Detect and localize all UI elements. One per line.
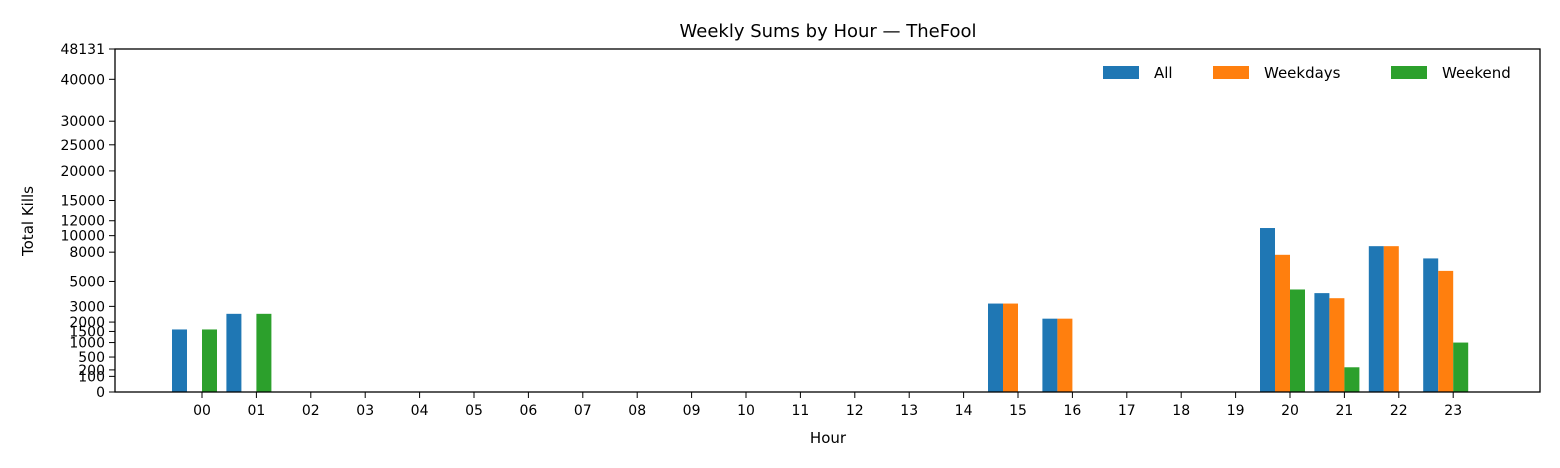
y-tick-label: 10000 bbox=[60, 229, 105, 245]
bar-all-00 bbox=[172, 329, 187, 392]
bar-weekdays-15 bbox=[1003, 303, 1018, 392]
y-tick-label: 40000 bbox=[60, 72, 105, 88]
x-tick-label: 04 bbox=[411, 403, 429, 419]
x-tick-label: 17 bbox=[1118, 403, 1136, 419]
bar-weekdays-16 bbox=[1057, 318, 1073, 392]
x-tick-label: 06 bbox=[519, 403, 537, 419]
y-tick-label: 8000 bbox=[69, 245, 105, 261]
bar-all-20 bbox=[1260, 228, 1275, 392]
bar-all-01 bbox=[226, 313, 242, 392]
legend-label-weekdays: Weekdays bbox=[1264, 64, 1341, 82]
bar-weekend-20 bbox=[1290, 289, 1305, 392]
x-tick-label: 14 bbox=[955, 403, 973, 419]
x-tick-label: 20 bbox=[1281, 403, 1299, 419]
y-axis-label: Total Kills bbox=[19, 186, 37, 257]
bar-weekdays-20 bbox=[1275, 254, 1290, 392]
y-tick-label: 3000 bbox=[69, 299, 105, 315]
x-tick-label: 23 bbox=[1444, 403, 1462, 419]
y-tick-label: 1500 bbox=[69, 324, 105, 340]
legend-swatch-all bbox=[1103, 66, 1139, 79]
y-tick-label: 100 bbox=[78, 369, 105, 385]
legend-swatch-weekdays bbox=[1213, 66, 1249, 79]
bar-all-22 bbox=[1368, 246, 1384, 392]
legend-label-all: All bbox=[1154, 64, 1173, 82]
x-tick-label: 11 bbox=[791, 403, 809, 419]
y-tick-label: 48131 bbox=[60, 42, 105, 58]
y-tick-label: 20000 bbox=[60, 164, 105, 180]
bar-weekdays-21 bbox=[1329, 298, 1345, 392]
x-tick-label: 09 bbox=[683, 403, 701, 419]
bar-weekend-01 bbox=[256, 313, 272, 392]
bar-weekdays-23 bbox=[1438, 270, 1454, 392]
x-tick-label: 00 bbox=[193, 403, 211, 419]
legend-swatch-weekend bbox=[1391, 66, 1427, 79]
bar-weekend-23 bbox=[1453, 342, 1469, 392]
legend: All Weekdays Weekend bbox=[1103, 64, 1511, 82]
x-tick-label: 01 bbox=[247, 403, 265, 419]
y-tick-label: 5000 bbox=[69, 274, 105, 290]
y-tick-label: 0 bbox=[96, 385, 105, 401]
bar-all-16 bbox=[1042, 318, 1058, 392]
y-tick-label: 200 bbox=[78, 363, 105, 379]
chart-title: Weekly Sums by Hour — TheFool bbox=[680, 21, 977, 42]
bar-weekend-00 bbox=[202, 329, 217, 392]
y-tick-label: 30000 bbox=[60, 114, 105, 130]
bar-all-21 bbox=[1314, 293, 1330, 392]
y-tick-label: 25000 bbox=[60, 138, 105, 154]
y-tick-label: 2000 bbox=[69, 315, 105, 331]
x-tick-label: 02 bbox=[302, 403, 320, 419]
x-tick-label: 08 bbox=[628, 403, 646, 419]
x-axis-label: Hour bbox=[810, 429, 847, 447]
x-axis: 00 01 02 03 04 05 06 07 08 09 10 11 12 13 14 15 16 17 18 19… bbox=[193, 392, 1462, 419]
y-tick-label: 500 bbox=[78, 350, 105, 366]
y-tick-label: 1000 bbox=[69, 336, 105, 352]
x-tick-label: 10 bbox=[737, 403, 755, 419]
bar-weekdays-22 bbox=[1383, 246, 1399, 392]
bar-all-15 bbox=[988, 303, 1003, 392]
bars-layer bbox=[172, 228, 1469, 392]
y-tick-label: 15000 bbox=[60, 194, 105, 210]
bar-weekend-21 bbox=[1344, 367, 1360, 392]
x-tick-label: 03 bbox=[356, 403, 374, 419]
x-tick-label: 19 bbox=[1227, 403, 1245, 419]
legend-label-weekend: Weekend bbox=[1442, 64, 1511, 82]
x-tick-label: 15 bbox=[1009, 403, 1027, 419]
x-tick-label: 18 bbox=[1172, 403, 1190, 419]
x-tick-label: 22 bbox=[1390, 403, 1408, 419]
y-axis: 0100200500100015002000300050008000100001… bbox=[60, 42, 115, 401]
bar-all-23 bbox=[1423, 258, 1439, 392]
x-tick-label: 12 bbox=[846, 403, 864, 419]
x-tick-label: 07 bbox=[574, 403, 592, 419]
y-tick-label: 12000 bbox=[60, 214, 105, 230]
x-tick-label: 13 bbox=[900, 403, 918, 419]
x-tick-label: 21 bbox=[1335, 403, 1353, 419]
x-tick-label: 16 bbox=[1063, 403, 1081, 419]
x-tick-label: 05 bbox=[465, 403, 483, 419]
